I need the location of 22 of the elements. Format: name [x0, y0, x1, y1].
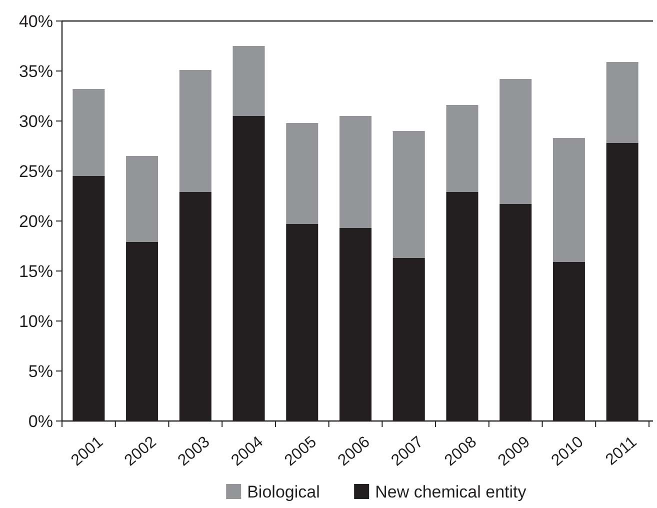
bar — [339, 116, 372, 228]
bar — [552, 138, 585, 262]
legend-label: Biological — [247, 482, 320, 502]
y-tick-label: 5% — [28, 362, 53, 381]
bar — [232, 46, 265, 116]
y-tick-label: 25% — [18, 162, 53, 181]
bar — [286, 123, 318, 224]
y-tick-label: 40% — [18, 12, 53, 31]
bar — [446, 105, 478, 192]
bar — [179, 70, 212, 192]
bar — [500, 79, 532, 204]
y-tick-label: 20% — [18, 212, 53, 231]
y-tick-label: 15% — [18, 262, 53, 281]
bar — [126, 156, 158, 242]
legend-label: New chemical entity — [375, 482, 527, 502]
bar — [606, 62, 638, 143]
y-tick-label: 30% — [18, 112, 53, 131]
y-tick-label: 0% — [28, 412, 53, 431]
y-tick-label: 10% — [18, 312, 53, 331]
y-tick-label: 35% — [18, 62, 53, 81]
bar — [392, 131, 425, 258]
bar — [72, 89, 105, 176]
